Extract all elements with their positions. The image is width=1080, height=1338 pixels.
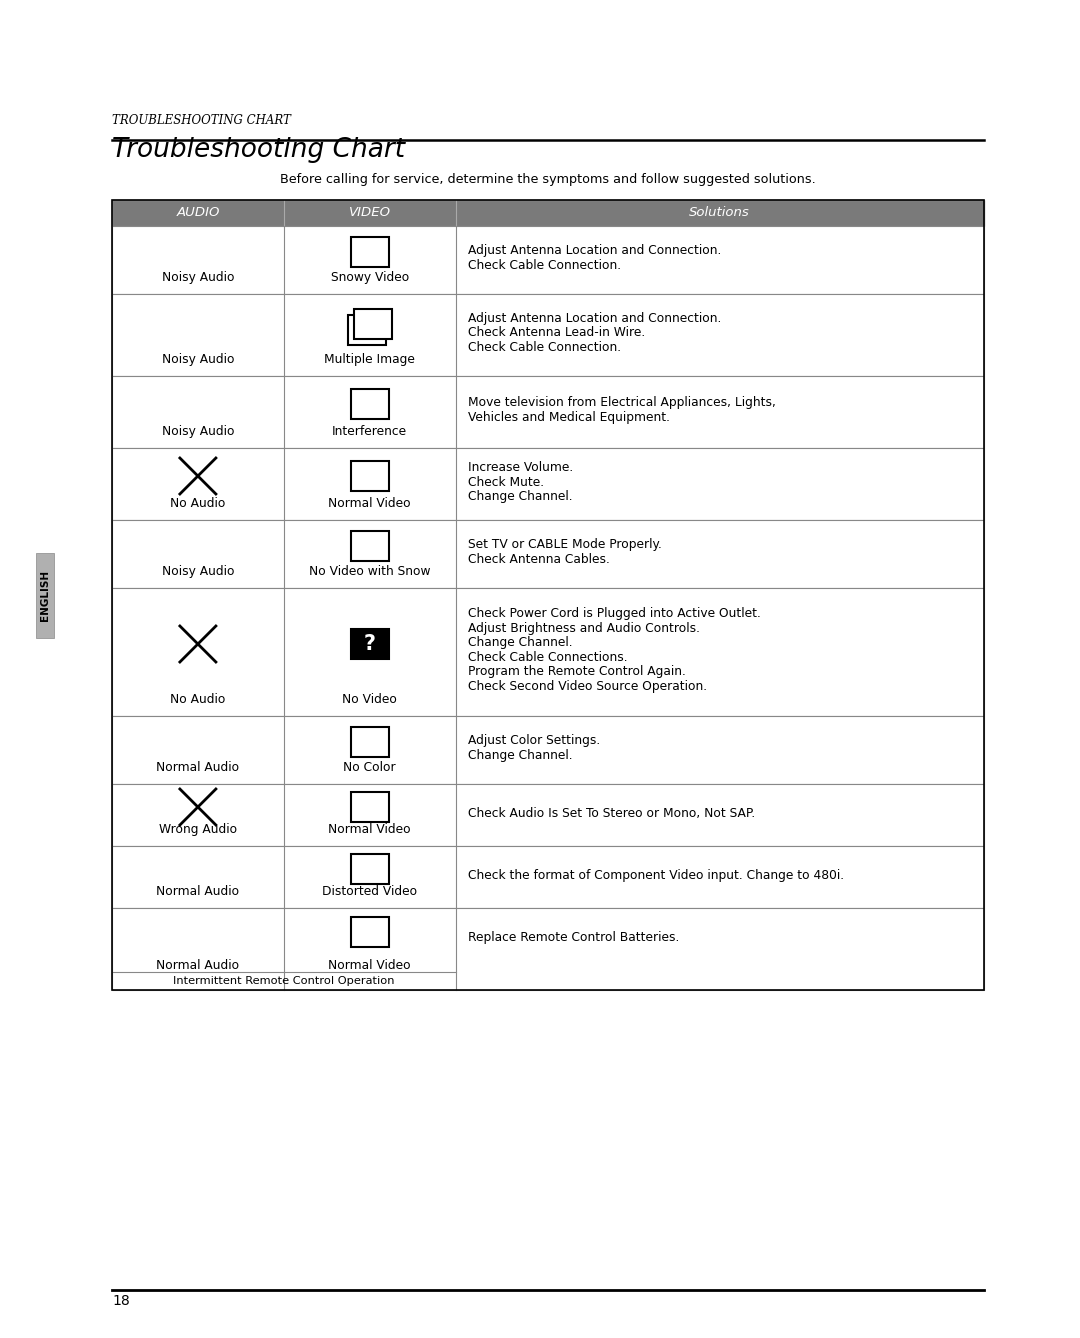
Text: Vehicles and Medical Equipment.: Vehicles and Medical Equipment. <box>468 411 670 424</box>
Text: Troubleshooting Chart: Troubleshooting Chart <box>112 136 405 163</box>
Text: Adjust Brightness and Audio Controls.: Adjust Brightness and Audio Controls. <box>468 622 700 634</box>
Bar <box>351 462 389 491</box>
Text: Increase Volume.: Increase Volume. <box>468 462 572 474</box>
Text: Check Antenna Lead-in Wire.: Check Antenna Lead-in Wire. <box>468 326 645 340</box>
Bar <box>351 917 389 947</box>
Bar <box>348 314 386 345</box>
Text: Check Antenna Cables.: Check Antenna Cables. <box>468 553 609 566</box>
Text: AUDIO: AUDIO <box>176 206 219 219</box>
Bar <box>351 629 389 660</box>
Text: No Audio: No Audio <box>171 693 226 706</box>
Bar <box>351 531 389 561</box>
Text: Solutions: Solutions <box>689 206 751 219</box>
Text: Change Channel.: Change Channel. <box>468 637 572 649</box>
Bar <box>112 199 984 990</box>
Text: Set TV or CABLE Mode Properly.: Set TV or CABLE Mode Properly. <box>468 538 661 551</box>
Text: Normal Audio: Normal Audio <box>157 761 240 773</box>
Bar <box>351 792 389 822</box>
Text: ?: ? <box>364 634 376 654</box>
Text: Normal Video: Normal Video <box>328 823 411 836</box>
Text: Check Second Video Source Operation.: Check Second Video Source Operation. <box>468 680 706 693</box>
Text: Intermittent Remote Control Operation: Intermittent Remote Control Operation <box>173 975 394 986</box>
Bar <box>353 309 392 339</box>
Bar <box>351 727 389 757</box>
Bar <box>112 376 984 448</box>
Text: Check Cable Connection.: Check Cable Connection. <box>468 258 621 272</box>
Bar <box>112 716 984 784</box>
Bar <box>112 587 984 716</box>
Text: Check Mute.: Check Mute. <box>468 475 543 488</box>
Bar <box>112 784 984 846</box>
Bar <box>351 237 389 268</box>
Text: Normal Audio: Normal Audio <box>157 884 240 898</box>
Text: ENGLISH: ENGLISH <box>40 570 50 621</box>
Bar <box>351 854 389 884</box>
Text: No Video: No Video <box>342 693 397 706</box>
Text: Check the format of Component Video input. Change to 480i.: Check the format of Component Video inpu… <box>468 868 843 882</box>
Text: Wrong Audio: Wrong Audio <box>159 823 237 836</box>
Bar <box>112 199 984 226</box>
Text: Check Power Cord is Plugged into Active Outlet.: Check Power Cord is Plugged into Active … <box>468 607 760 621</box>
Bar <box>112 846 984 909</box>
Bar <box>112 226 984 294</box>
Text: Change Channel.: Change Channel. <box>468 490 572 503</box>
Text: No Color: No Color <box>343 761 396 773</box>
Text: Noisy Audio: Noisy Audio <box>162 425 234 438</box>
Text: Interference: Interference <box>333 425 407 438</box>
Bar <box>112 520 984 587</box>
Text: Noisy Audio: Noisy Audio <box>162 565 234 578</box>
Bar <box>351 389 389 419</box>
Text: VIDEO: VIDEO <box>349 206 391 219</box>
Text: Multiple Image: Multiple Image <box>324 353 415 367</box>
Text: Program the Remote Control Again.: Program the Remote Control Again. <box>468 665 686 678</box>
Text: Check Audio Is Set To Stereo or Mono, Not SAP.: Check Audio Is Set To Stereo or Mono, No… <box>468 807 755 819</box>
Text: Snowy Video: Snowy Video <box>330 272 409 284</box>
Text: Adjust Color Settings.: Adjust Color Settings. <box>468 735 599 747</box>
Text: Change Channel.: Change Channel. <box>468 749 572 761</box>
Text: TROUBLESHOOTING CHART: TROUBLESHOOTING CHART <box>112 114 291 127</box>
Text: No Audio: No Audio <box>171 496 226 510</box>
Text: 18: 18 <box>112 1294 130 1309</box>
Text: Check Cable Connections.: Check Cable Connections. <box>468 650 627 664</box>
Text: Move television from Electrical Appliances, Lights,: Move television from Electrical Applianc… <box>468 396 775 409</box>
Text: Normal Video: Normal Video <box>328 496 411 510</box>
Text: Noisy Audio: Noisy Audio <box>162 272 234 284</box>
Text: Before calling for service, determine the symptoms and follow suggested solution: Before calling for service, determine th… <box>280 173 815 186</box>
Text: Adjust Antenna Location and Connection.: Adjust Antenna Location and Connection. <box>468 245 721 257</box>
Text: Adjust Antenna Location and Connection.: Adjust Antenna Location and Connection. <box>468 312 721 325</box>
Bar <box>36 553 54 637</box>
Text: No Video with Snow: No Video with Snow <box>309 565 431 578</box>
Bar <box>112 294 984 376</box>
Text: Noisy Audio: Noisy Audio <box>162 353 234 367</box>
Text: Replace Remote Control Batteries.: Replace Remote Control Batteries. <box>468 931 679 945</box>
Text: Normal Video: Normal Video <box>328 959 411 971</box>
Text: Distorted Video: Distorted Video <box>322 884 417 898</box>
Bar <box>112 448 984 520</box>
Bar <box>112 909 984 990</box>
Text: Check Cable Connection.: Check Cable Connection. <box>468 341 621 355</box>
Text: Normal Audio: Normal Audio <box>157 959 240 971</box>
